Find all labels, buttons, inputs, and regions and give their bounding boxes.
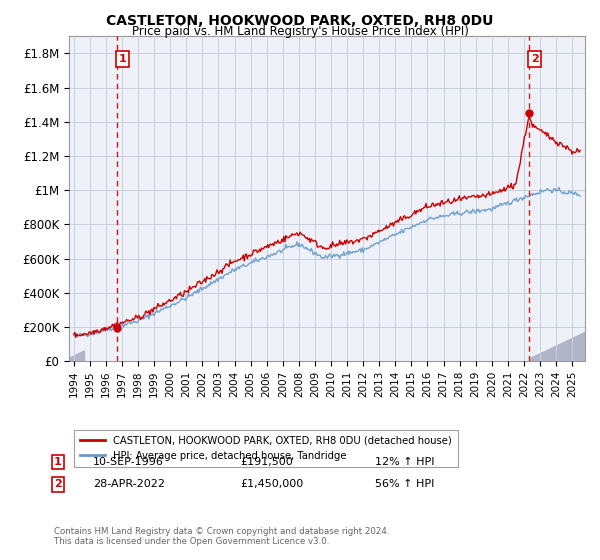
Text: CASTLETON, HOOKWOOD PARK, OXTED, RH8 0DU: CASTLETON, HOOKWOOD PARK, OXTED, RH8 0DU (106, 14, 494, 28)
Text: Contains HM Land Registry data © Crown copyright and database right 2024.
This d: Contains HM Land Registry data © Crown c… (54, 526, 389, 546)
Legend: CASTLETON, HOOKWOOD PARK, OXTED, RH8 0DU (detached house), HPI: Average price, d: CASTLETON, HOOKWOOD PARK, OXTED, RH8 0DU… (74, 430, 458, 466)
Text: 2: 2 (54, 479, 62, 489)
Text: 28-APR-2022: 28-APR-2022 (93, 479, 165, 489)
Text: £191,500: £191,500 (240, 457, 293, 467)
Text: Price paid vs. HM Land Registry's House Price Index (HPI): Price paid vs. HM Land Registry's House … (131, 25, 469, 38)
Text: 56% ↑ HPI: 56% ↑ HPI (375, 479, 434, 489)
Text: 10-SEP-1996: 10-SEP-1996 (93, 457, 164, 467)
Text: 1: 1 (119, 54, 127, 64)
Text: 2: 2 (530, 54, 538, 64)
Text: 12% ↑ HPI: 12% ↑ HPI (375, 457, 434, 467)
Text: 1: 1 (54, 457, 62, 467)
Text: £1,450,000: £1,450,000 (240, 479, 303, 489)
